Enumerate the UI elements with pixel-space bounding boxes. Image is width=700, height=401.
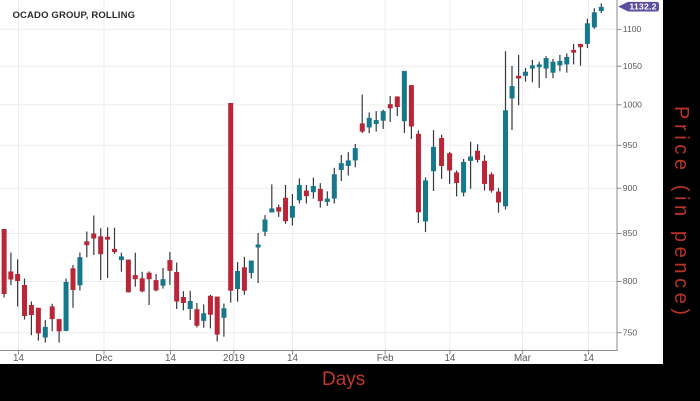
svg-text:Feb: Feb <box>377 353 394 364</box>
svg-text:OCADO GROUP, ROLLING: OCADO GROUP, ROLLING <box>13 10 136 21</box>
svg-text:1000: 1000 <box>623 100 642 110</box>
svg-text:14: 14 <box>444 353 455 364</box>
svg-text:14: 14 <box>165 353 176 364</box>
svg-text:850: 850 <box>623 228 638 238</box>
svg-text:1100: 1100 <box>623 24 642 34</box>
svg-text:900: 900 <box>623 183 638 193</box>
svg-text:14: 14 <box>13 353 24 364</box>
svg-text:800: 800 <box>623 276 638 286</box>
svg-text:14: 14 <box>287 353 298 364</box>
svg-text:1050: 1050 <box>623 61 642 71</box>
svg-text:950: 950 <box>623 140 638 150</box>
svg-text:Mar: Mar <box>514 353 532 364</box>
svg-text:1132.2: 1132.2 <box>629 2 656 12</box>
svg-text:2019: 2019 <box>223 353 245 364</box>
svg-text:Dec: Dec <box>95 353 113 364</box>
svg-text:750: 750 <box>623 327 638 337</box>
svg-text:14: 14 <box>583 353 594 364</box>
